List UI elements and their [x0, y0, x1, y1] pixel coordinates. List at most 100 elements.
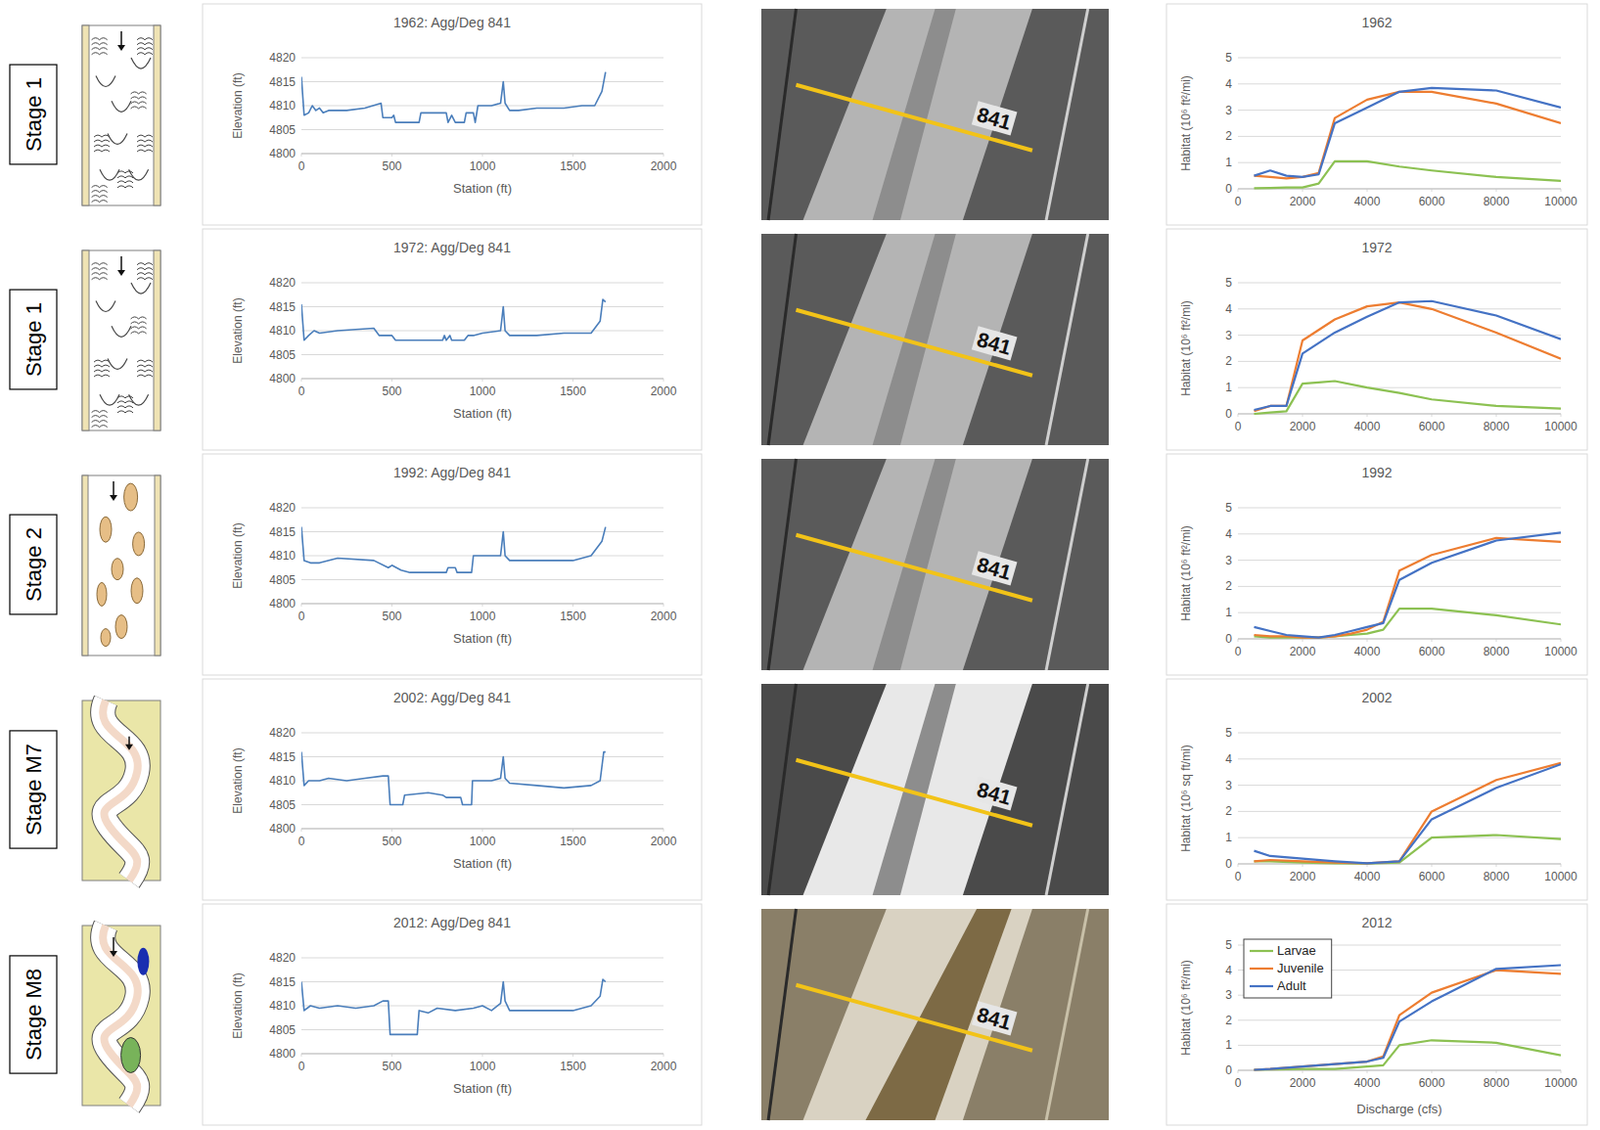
y-tick-label: 4: [1225, 963, 1233, 978]
x-tick-label: 2000: [650, 834, 678, 849]
x-tick-label: 1000: [469, 384, 497, 399]
sand-bar: [96, 582, 107, 606]
y-tick-label: 1: [1225, 380, 1233, 395]
data-group: [301, 752, 606, 806]
legend: LarvaeJuvenileAdult: [1243, 939, 1332, 999]
canal: [1046, 8, 1089, 221]
grid-line: [301, 282, 664, 284]
x-tick-label: 8000: [1483, 194, 1510, 209]
road: [768, 233, 796, 446]
section-label-text: 841: [974, 1003, 1014, 1035]
bedform: [111, 325, 132, 337]
y-tick-label: 4820: [269, 501, 296, 515]
y-tick-label: 4800: [269, 596, 296, 611]
grid-line: [1237, 507, 1561, 509]
series-line: [1254, 970, 1562, 1071]
chart-panel: 19920123450200040006000800010000Habitat …: [1166, 454, 1588, 676]
x-tick-label: 8000: [1483, 1076, 1510, 1091]
vegetation: [137, 360, 153, 377]
grid-line: [1237, 361, 1561, 363]
y-axis-title: Habitat (10⁶ sq ft/mi): [1179, 744, 1193, 853]
x-tick-label: 0: [298, 1059, 306, 1074]
vegetation: [137, 263, 153, 280]
x-tick-label: 500: [381, 834, 402, 849]
road: [768, 458, 796, 671]
y-tick-label: 4810: [269, 323, 296, 338]
x-tick-label: 10000: [1544, 194, 1578, 209]
data-group: [1254, 763, 1562, 865]
grid-line: [301, 531, 664, 533]
series-line: [1254, 538, 1562, 639]
x-tick-label: 8000: [1483, 419, 1510, 434]
y-tick-label: 4815: [269, 750, 296, 765]
chart-panel: 1962: Agg/Deg 84148004805481048154820050…: [202, 3, 702, 226]
x-tick-label: 1000: [469, 1059, 497, 1074]
road: [768, 8, 796, 221]
chart-title: 1972: Agg/Deg 841: [393, 239, 511, 256]
grid-line: [1237, 559, 1561, 561]
vegetation: [93, 360, 110, 377]
y-tick-label: 4: [1225, 527, 1233, 542]
y-tick-label: 4805: [269, 1023, 296, 1038]
grid-line: [1237, 83, 1561, 85]
panel-frame: [1166, 679, 1588, 901]
bedform: [129, 169, 149, 181]
grid-line: [1237, 162, 1561, 164]
vegetation: [91, 263, 108, 280]
chart-panel: 19720123450200040006000800010000Habitat …: [1166, 228, 1588, 451]
y-axis-title: Habitat (10⁶ ft²/mi): [1179, 960, 1193, 1056]
sand-bar: [99, 516, 112, 543]
flow-arrowhead: [109, 951, 118, 958]
section-label: 841: [971, 100, 1018, 136]
vegetation: [131, 91, 147, 109]
chart-title: 1992: [1361, 464, 1392, 481]
x-tick-label: 1500: [559, 159, 587, 174]
aerial-photo: 841: [761, 458, 1109, 671]
chart-panel: 20120123450200040006000800010000Habitat …: [1166, 904, 1588, 1126]
y-tick-label: 4820: [269, 951, 296, 965]
flow-arrow: [120, 256, 123, 273]
section-label-text: 841: [974, 102, 1014, 135]
aerial-photo: 841: [761, 684, 1109, 896]
y-axis-title: Elevation (ft): [230, 972, 245, 1039]
legend-label: Larvae: [1277, 943, 1317, 959]
river-corridor: [803, 458, 1033, 671]
series-line: [1254, 381, 1562, 415]
icon-frame: [82, 25, 161, 206]
y-tick-label: 4810: [269, 774, 296, 788]
grid-line: [1237, 136, 1561, 138]
chart-title: 2002: Agg/Deg 841: [393, 689, 511, 706]
photo-ground: [761, 909, 1109, 1121]
bank: [153, 250, 161, 431]
grid-line: [1237, 334, 1561, 336]
x-tick-label: 8000: [1483, 644, 1510, 659]
grid-line: [301, 378, 664, 380]
chart-title: 1992: Agg/Deg 841: [393, 464, 511, 481]
grid-line: [1237, 811, 1561, 813]
profile-line: [301, 752, 606, 806]
aerial-photo: 841: [761, 909, 1109, 1121]
vegetation: [91, 185, 108, 203]
y-tick-label: 4805: [269, 573, 296, 588]
water: [872, 458, 957, 671]
bedform: [131, 282, 151, 294]
y-tick-label: 0: [1225, 632, 1233, 646]
series-line: [1254, 1040, 1562, 1070]
stage-label: Stage 2: [9, 514, 57, 615]
y-tick-label: 4805: [269, 348, 296, 363]
grid-line: [1237, 758, 1561, 760]
grid-line: [301, 354, 664, 356]
flow-arrow: [112, 937, 115, 954]
bedform: [107, 133, 128, 144]
channel: [102, 700, 138, 881]
y-tick-label: 5: [1225, 938, 1233, 953]
x-tick-label: 10000: [1544, 419, 1578, 434]
cross-section-line: [796, 535, 1033, 601]
x-tick-label: 2000: [1289, 869, 1317, 884]
grid-line: [301, 129, 664, 131]
data-group: [1254, 532, 1562, 638]
series-line: [1254, 302, 1562, 412]
chart-panel: 1972: Agg/Deg 84148004805481048154820050…: [202, 228, 702, 451]
photo-ground: [761, 8, 1109, 221]
sand-bar: [131, 578, 143, 604]
